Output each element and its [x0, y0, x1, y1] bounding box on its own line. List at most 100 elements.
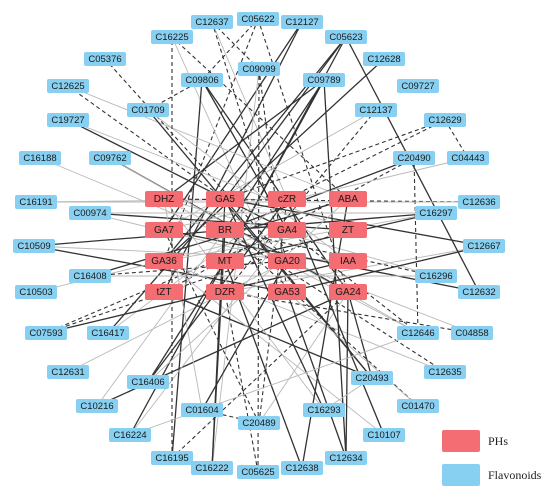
ph-node-czr: cZR	[268, 191, 306, 207]
flavonoid-node-c01709: C01709	[127, 103, 169, 117]
node-box	[76, 399, 118, 413]
node-box	[206, 222, 244, 238]
node-label: C12628	[367, 54, 400, 65]
node-label: C12137	[359, 105, 392, 116]
flavonoid-node-c04858: C04858	[451, 326, 493, 340]
node-label: C16297	[419, 208, 452, 219]
flavonoid-node-c12632: C12632	[458, 285, 500, 299]
flavonoid-node-c09806: C09806	[181, 73, 223, 87]
node-label: IAA	[340, 256, 356, 267]
node-label: C05376	[88, 54, 121, 65]
node-label: C12635	[428, 367, 461, 378]
node-label: GA4	[277, 225, 297, 236]
edge-c16296-br	[224, 229, 437, 277]
node-box	[268, 222, 306, 238]
edge-c20489-czr	[258, 198, 288, 424]
node-label: GA7	[154, 225, 174, 236]
node-box	[47, 79, 89, 93]
flavonoid-node-c05623: C05623	[325, 30, 367, 44]
edge-c01470-ga53	[286, 291, 419, 407]
node-label: C20490	[397, 153, 430, 164]
node-label: C09099	[242, 64, 275, 75]
node-label: C12625	[51, 81, 84, 92]
edge-c16222-ga5	[211, 198, 226, 469]
node-box	[458, 285, 500, 299]
node-box	[329, 191, 367, 207]
edge-c16224-ga4	[129, 229, 288, 436]
edge-c20490-c12646	[413, 157, 419, 334]
node-box	[329, 253, 367, 269]
node-label: C05623	[329, 32, 362, 43]
flavonoid-node-c09762: C09762	[89, 151, 131, 165]
edge-c20489-ga24	[258, 291, 349, 424]
flavonoid-node-c12634: C12634	[325, 451, 367, 465]
node-box	[237, 465, 279, 479]
node-box	[268, 191, 306, 207]
node-box	[238, 62, 280, 76]
flavonoid-node-c12646: C12646	[397, 326, 439, 340]
node-label: C05622	[241, 14, 274, 25]
node-box	[451, 326, 493, 340]
flavonoid-node-c12637: C12637	[191, 15, 233, 29]
edge-c20493-tzt	[163, 291, 373, 379]
node-box	[145, 253, 183, 269]
legend-item-flavonoids: Flavonoids	[442, 462, 548, 488]
edge-c16293-dhz	[163, 198, 325, 411]
node-label: GA20	[274, 256, 300, 267]
edge-c12631-ga20	[67, 260, 288, 373]
edge-c07593-ga4	[45, 229, 288, 334]
node-box	[329, 222, 367, 238]
edge-c16225-aba	[171, 36, 349, 200]
edge-c16224-c12646	[129, 332, 419, 436]
node-box	[355, 103, 397, 117]
flavonoid-node-c16297: C16297	[415, 206, 457, 220]
edge-c16408-ga20	[89, 260, 288, 277]
node-label: C12629	[428, 115, 461, 126]
node-box	[424, 365, 466, 379]
edge-c12634-ga24	[345, 291, 349, 459]
edge-c12635-ga36	[163, 260, 446, 373]
node-label: C04858	[455, 328, 488, 339]
node-box	[145, 222, 183, 238]
node-box	[47, 113, 89, 127]
node-box	[393, 151, 435, 165]
node-box	[351, 371, 393, 385]
edge-c12625-aba	[67, 85, 349, 200]
node-label: ZT	[342, 225, 354, 236]
edge-c09806-ga24	[201, 79, 349, 293]
node-label: C09806	[185, 75, 218, 86]
ph-node-aba: ABA	[329, 191, 367, 207]
edge-c00974-ga20	[89, 212, 288, 262]
ph-node-ga5: GA5	[206, 191, 244, 207]
node-label: C12667	[467, 241, 500, 252]
node-box	[206, 253, 244, 269]
node-label: C16417	[91, 328, 124, 339]
node-label: C16188	[23, 153, 56, 164]
flavonoid-node-c16222: C16222	[191, 461, 233, 475]
flavonoid-node-c20493: C20493	[351, 371, 393, 385]
node-box	[145, 191, 183, 207]
node-box	[268, 253, 306, 269]
ph-node-zt: ZT	[329, 222, 367, 238]
node-label: C16224	[113, 430, 146, 441]
node-label: C16222	[195, 463, 228, 474]
node-box	[145, 284, 183, 300]
node-box	[397, 399, 439, 413]
ph-node-ga7: GA7	[145, 222, 183, 238]
node-label: C20489	[242, 418, 275, 429]
node-box	[329, 284, 367, 300]
node-label: GA24	[335, 287, 361, 298]
ph-node-tzt: tZT	[145, 284, 183, 300]
edge-c09806-c16195	[171, 79, 203, 459]
ph-node-ga4: GA4	[268, 222, 306, 238]
node-label: C19727	[51, 115, 84, 126]
flavonoid-node-c16417: C16417	[87, 326, 129, 340]
flavonoid-node-c16296: C16296	[415, 269, 457, 283]
node-label: C16406	[131, 377, 164, 388]
node-label: C12646	[401, 328, 434, 339]
edge-c05625-dzr	[224, 291, 259, 473]
ph-node-mt: MT	[206, 253, 244, 269]
ph-node-ga24: GA24	[329, 284, 367, 300]
flavonoid-node-c07593: C07593	[25, 326, 67, 340]
node-box	[15, 285, 57, 299]
